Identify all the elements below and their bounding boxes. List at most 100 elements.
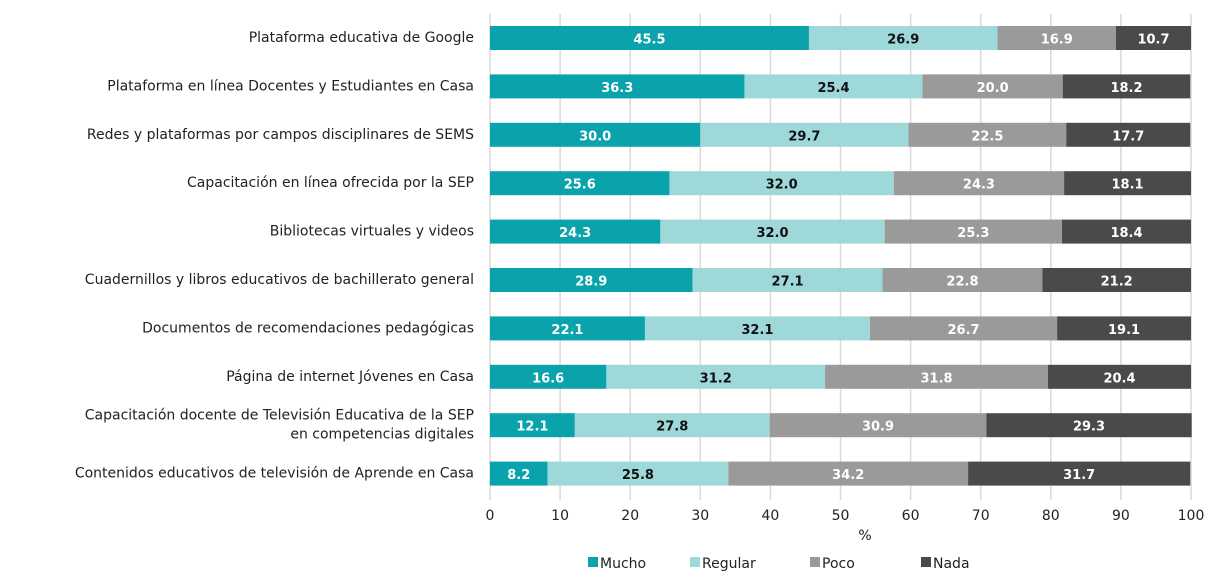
bar-segment <box>986 413 1192 438</box>
bar-segment <box>692 268 883 292</box>
value-label: 10.7 <box>1137 33 1169 48</box>
value-label: 25.3 <box>957 226 989 241</box>
bar-segment <box>908 122 1067 147</box>
bar-segment <box>893 171 1065 196</box>
bar-segment <box>669 171 894 196</box>
bar-segment <box>968 461 1191 486</box>
category-label: Capacitación docente de Televisión Educa… <box>85 408 474 443</box>
value-label: 36.3 <box>601 81 633 96</box>
value-label: 25.8 <box>622 468 654 483</box>
value-label: 30.0 <box>579 129 611 144</box>
x-tick-label: 0 <box>486 508 495 524</box>
value-label: 26.9 <box>887 33 919 48</box>
bar-segment <box>1066 122 1191 147</box>
value-label: 26.7 <box>947 323 979 338</box>
value-label: 29.3 <box>1073 420 1105 435</box>
bar-segment <box>884 219 1063 244</box>
bar-segment <box>490 74 745 99</box>
bar-segment <box>825 364 1048 389</box>
category-label: Capacitación en línea ofrecida por la SE… <box>187 175 474 191</box>
value-label: 17.7 <box>1112 129 1144 144</box>
value-label: 20.4 <box>1103 371 1135 386</box>
x-tick-label: 50 <box>832 508 850 524</box>
value-label: 45.5 <box>633 33 665 48</box>
legend-swatch <box>588 557 598 567</box>
bar-segment <box>1064 171 1191 196</box>
value-label: 22.8 <box>946 275 978 290</box>
value-label: 24.3 <box>963 178 995 193</box>
value-label: 32.0 <box>756 226 788 241</box>
x-tick-label: 30 <box>691 508 709 524</box>
x-tick-label: 10 <box>551 508 569 524</box>
value-label: 29.7 <box>788 129 820 144</box>
bar-segment <box>490 364 607 389</box>
legend-swatch <box>690 557 700 567</box>
bar-segment <box>1042 268 1191 292</box>
bar-segment <box>660 219 885 244</box>
value-label: 22.1 <box>551 323 583 338</box>
value-label: 22.5 <box>971 129 1003 144</box>
value-label: 18.2 <box>1110 81 1142 96</box>
x-tick-label: 60 <box>902 508 920 524</box>
bar-segment <box>769 413 987 438</box>
x-tick-label: 90 <box>1112 508 1130 524</box>
legend-swatch <box>810 557 820 567</box>
bar-segment <box>490 268 693 292</box>
legend-label: Regular <box>702 556 756 572</box>
bar-segment <box>490 26 809 50</box>
x-tick-label: 100 <box>1178 508 1205 524</box>
value-label: 18.4 <box>1110 226 1142 241</box>
category-label: Bibliotecas virtuales y videos <box>270 224 474 240</box>
value-label: 16.9 <box>1041 33 1073 48</box>
value-label: 20.0 <box>977 81 1009 96</box>
bar-segment <box>700 122 909 147</box>
value-label: 31.2 <box>700 371 732 386</box>
bar-segment <box>1062 74 1191 99</box>
value-label: 27.8 <box>656 420 688 435</box>
value-label: 31.8 <box>920 371 952 386</box>
bar-segment <box>490 316 645 341</box>
bar-segment <box>1057 316 1191 341</box>
bar-segment <box>808 26 998 50</box>
legend-label: Nada <box>933 556 970 572</box>
value-label: 32.1 <box>741 323 773 338</box>
value-label: 21.2 <box>1101 275 1133 290</box>
value-label: 16.6 <box>532 371 564 386</box>
legend-label: Poco <box>822 556 855 572</box>
value-label: 32.0 <box>766 178 798 193</box>
value-label: 28.9 <box>575 275 607 290</box>
bar-segment <box>490 122 701 147</box>
bar-segment <box>490 413 575 438</box>
value-label: 12.1 <box>516 420 548 435</box>
bar-segment <box>744 74 923 99</box>
legend-label: Mucho <box>600 556 646 572</box>
x-axis-label: % <box>858 528 871 544</box>
bar-segment <box>490 171 670 196</box>
bar-segment <box>728 461 969 486</box>
bar-segment <box>1115 26 1191 50</box>
bar-segment <box>1047 364 1191 389</box>
x-tick-label: 20 <box>621 508 639 524</box>
bar-segment <box>547 461 729 486</box>
bar-segment <box>882 268 1043 292</box>
bar-segment <box>997 26 1116 50</box>
category-label: Plataforma educativa de Google <box>249 30 474 46</box>
category-label: Plataforma en línea Docentes y Estudiant… <box>107 78 474 94</box>
bar-segment <box>922 74 1063 99</box>
bar-segment <box>1062 219 1191 244</box>
value-label: 25.4 <box>817 81 849 96</box>
value-label: 34.2 <box>832 468 864 483</box>
x-tick-label: 80 <box>1042 508 1060 524</box>
bar-segment <box>490 219 661 244</box>
category-label: Documentos de recomendaciones pedagógica… <box>142 320 474 336</box>
bar-segment <box>644 316 870 341</box>
value-label: 18.1 <box>1112 178 1144 193</box>
category-label: Contenidos educativos de televisión de A… <box>75 466 474 482</box>
legend-swatch <box>921 557 931 567</box>
x-tick-label: 40 <box>761 508 779 524</box>
bar-segment <box>869 316 1058 341</box>
value-label: 19.1 <box>1108 323 1140 338</box>
bar-segment <box>606 364 826 389</box>
category-label: Página de internet Jóvenes en Casa <box>226 369 474 385</box>
